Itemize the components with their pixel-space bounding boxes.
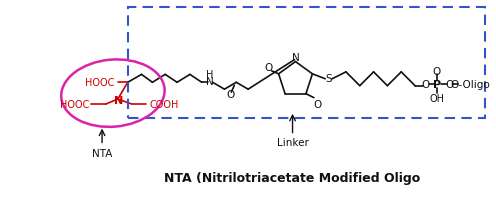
Text: N: N — [292, 52, 300, 62]
Text: HOOC: HOOC — [60, 99, 89, 109]
Text: COOH: COOH — [150, 99, 179, 109]
Text: NTA: NTA — [92, 149, 112, 159]
Text: S: S — [325, 73, 331, 83]
Text: O: O — [433, 67, 441, 76]
Text: N: N — [206, 77, 213, 87]
Text: O: O — [226, 90, 235, 100]
Text: O: O — [422, 79, 430, 89]
Text: H: H — [206, 70, 213, 80]
Text: NTA (Nitrilotriacetate Modified Oligo: NTA (Nitrilotriacetate Modified Oligo — [164, 172, 421, 185]
Text: O-Oligo: O-Oligo — [450, 79, 490, 89]
Text: O: O — [445, 79, 454, 89]
Text: Linker: Linker — [277, 138, 309, 148]
Text: HOOC: HOOC — [85, 78, 115, 88]
Bar — [127, 8, 485, 118]
Text: O: O — [313, 99, 322, 109]
Text: OH: OH — [429, 93, 444, 103]
Text: O: O — [264, 63, 273, 73]
Text: P: P — [433, 79, 441, 89]
Text: N: N — [114, 96, 124, 105]
